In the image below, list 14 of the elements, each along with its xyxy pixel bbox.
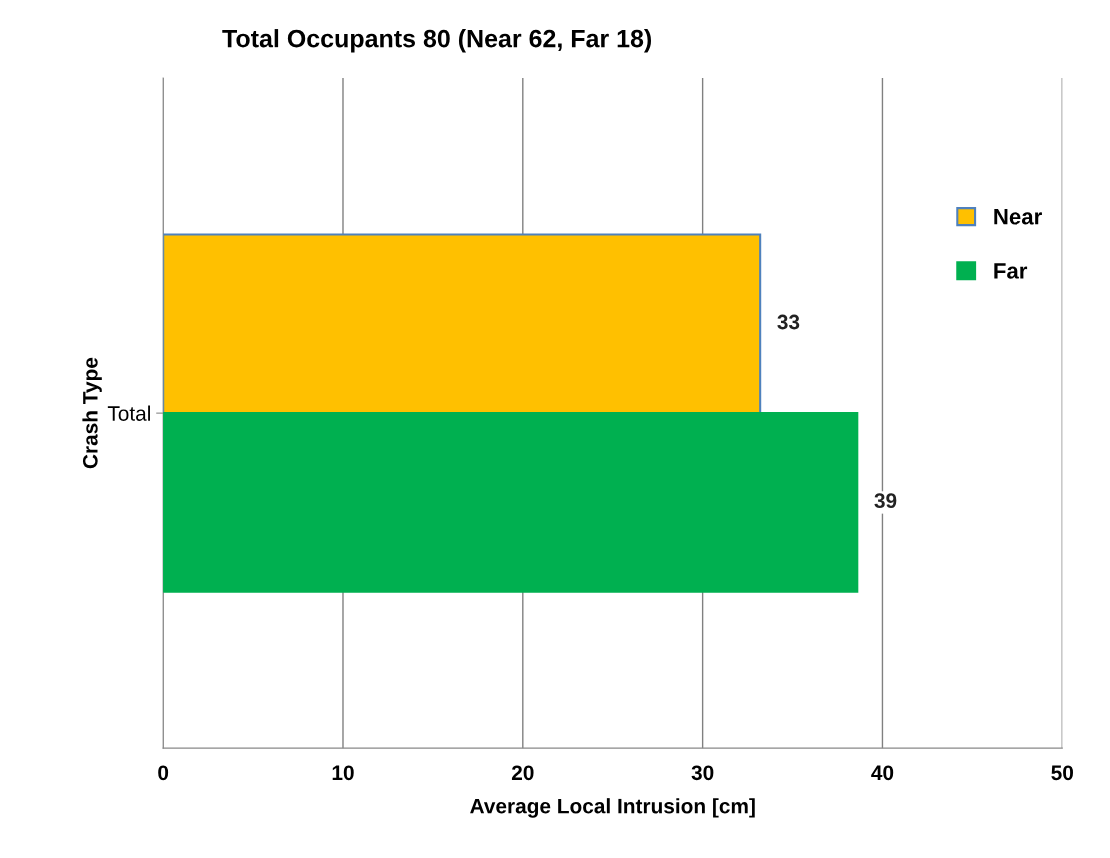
x-tick-label: 40 — [871, 765, 894, 781]
x-tick-label: 0 — [158, 765, 169, 781]
x-tick-label: 10 — [332, 765, 354, 781]
legend-label: Near — [994, 209, 1042, 225]
y-tick-label: Total — [107, 405, 150, 421]
chart-title: Total Occupants 80 (Near 62, Far 18) — [222, 29, 652, 53]
x-tick-label: 50 — [1051, 765, 1073, 781]
data-label: 33 — [777, 314, 800, 330]
data-label: 39 — [874, 493, 897, 509]
legend-label: Far — [994, 263, 1028, 279]
x-tick-label: 30 — [691, 765, 714, 781]
x-tick-label: 20 — [511, 765, 534, 781]
x-axis-title: Average Local Intrusion [cm] — [470, 798, 755, 818]
y-axis-title: Crash Type — [82, 357, 102, 469]
